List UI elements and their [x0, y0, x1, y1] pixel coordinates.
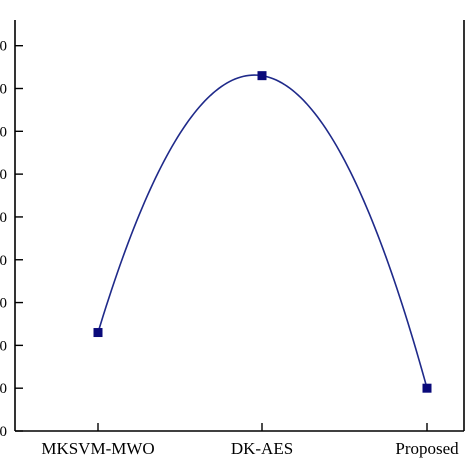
y-tick-label: 0	[0, 253, 7, 269]
y-tick-label: 0	[0, 39, 7, 55]
y-tick-label: 0	[0, 381, 7, 397]
data-point-marker	[257, 71, 267, 81]
x-category-label: Proposed	[395, 439, 459, 458]
x-ticks: MKSVM-MWO DK-AES Proposed	[41, 423, 459, 458]
y-ticks: 0 0 0 0 0 0 0 0 0 0	[0, 39, 23, 440]
x-category-label: MKSVM-MWO	[41, 439, 154, 458]
plot-area: 0 0 0 0 0 0 0 0 0 0 MKSVM-MWO DK-AES Proposed	[0, 20, 465, 458]
y-tick-label: 0	[0, 82, 7, 98]
x-category-label: DK-AES	[231, 439, 293, 458]
y-tick-label: 0	[0, 338, 7, 354]
data-point-marker	[422, 383, 432, 393]
data-point-marker	[93, 328, 103, 338]
y-tick-label: 0	[0, 167, 7, 183]
y-tick-label: 0	[0, 210, 7, 226]
y-tick-label: 0	[0, 296, 7, 312]
y-tick-label: 0	[0, 424, 7, 440]
y-tick-label: 0	[0, 124, 7, 140]
series-markers	[93, 71, 432, 393]
series-line	[97, 74, 428, 389]
